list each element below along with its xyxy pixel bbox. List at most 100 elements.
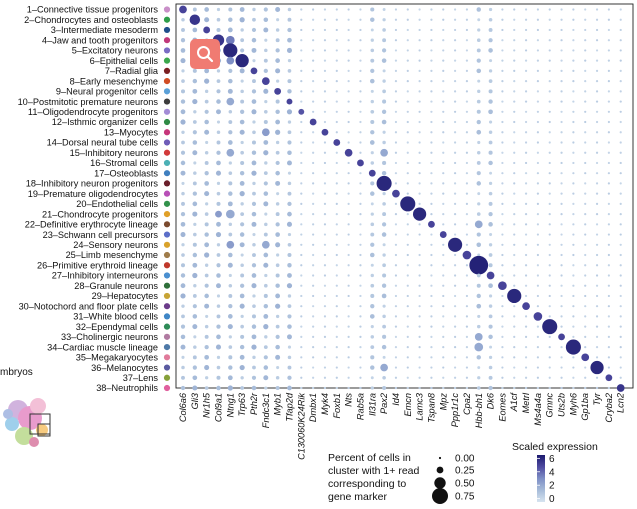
expression-dot [287, 7, 292, 12]
expression-dot [488, 130, 493, 134]
expression-dot [216, 7, 221, 12]
search-button[interactable] [190, 39, 220, 69]
expression-dot [524, 172, 528, 175]
expression-dot [418, 335, 421, 338]
expression-dot [300, 151, 303, 154]
expression-dot [536, 325, 540, 328]
expression-dot [442, 356, 445, 359]
expression-dot [453, 120, 457, 124]
expression-dot [406, 274, 409, 277]
expression-dot [488, 263, 493, 268]
expression-dot [369, 314, 375, 319]
embryo-thumbnail-image[interactable] [0, 378, 60, 462]
expression-dot [619, 131, 622, 134]
gene-label: Trp63 [237, 392, 247, 416]
expression-dot [616, 384, 625, 392]
expression-dot [347, 325, 350, 328]
expression-dot [239, 242, 245, 248]
expression-dot [584, 141, 587, 144]
expression-dot [488, 17, 493, 22]
expression-dot [513, 202, 516, 205]
expression-dot [430, 386, 433, 390]
expression-dot [263, 232, 268, 237]
expression-dot [275, 222, 280, 227]
expression-dot [275, 68, 281, 74]
expression-dot [607, 161, 610, 165]
gene-label: Myk4 [320, 393, 330, 415]
expression-dot [180, 263, 186, 268]
expression-dot [406, 59, 409, 62]
expression-dot [180, 119, 186, 125]
expression-dot [619, 18, 622, 21]
expression-dot [381, 232, 387, 237]
expression-dot [465, 233, 469, 236]
expression-dot [300, 161, 303, 165]
expression-dot [465, 39, 469, 42]
expression-dot [335, 131, 338, 134]
expression-dot [204, 386, 209, 390]
expression-dot [453, 182, 457, 185]
expression-dot [215, 170, 222, 176]
expression-dot [359, 172, 362, 175]
expression-dot [442, 161, 445, 165]
expression-dot [572, 120, 575, 124]
expression-dot [501, 28, 504, 32]
expression-dot [465, 100, 469, 103]
expression-dot [215, 231, 222, 238]
cluster-label: 13–Myocytes [104, 127, 159, 137]
cluster-color-dot [163, 343, 171, 351]
expression-dot [442, 264, 445, 267]
expression-dot [560, 345, 563, 349]
expression-dot [548, 182, 551, 185]
expression-dot [216, 99, 221, 104]
expression-dot [370, 222, 375, 227]
expression-dot [501, 366, 504, 369]
expression-dot [430, 356, 433, 359]
expression-dot [406, 39, 409, 42]
expression-dot [465, 90, 469, 93]
expression-dot [560, 120, 563, 124]
expression-dot [430, 202, 433, 205]
expression-dot [501, 182, 504, 185]
expression-dot [477, 366, 481, 370]
expression-dot [524, 376, 528, 379]
expression-dot [204, 78, 210, 84]
cluster-color-dot [163, 6, 171, 13]
expression-dot [286, 109, 293, 115]
expression-dot [513, 151, 516, 154]
expression-dot [524, 59, 528, 62]
expression-dot [536, 274, 540, 277]
expression-dot [488, 355, 493, 359]
expression-dot [370, 365, 375, 370]
expression-dot [312, 335, 315, 338]
expression-dot [465, 376, 469, 379]
expression-dot [380, 363, 388, 372]
expression-dot [240, 376, 244, 380]
gene-label: Il31ra [367, 393, 377, 416]
expression-dot [204, 89, 209, 94]
expression-dot [524, 386, 528, 390]
expression-dot [465, 161, 469, 165]
expression-dot [252, 233, 256, 237]
expression-dot [595, 161, 599, 165]
expression-dot [560, 315, 563, 318]
expression-dot [357, 159, 364, 167]
expression-dot [263, 109, 268, 114]
expression-dot [607, 69, 610, 72]
expression-dot [465, 294, 469, 298]
expression-dot [347, 294, 350, 298]
expression-dot [287, 79, 292, 84]
expression-dot [513, 172, 516, 175]
expression-dot [488, 7, 493, 12]
cluster-color-dot [163, 159, 171, 167]
cluster-label: 18–Inhibitory neuron progenitors [26, 179, 159, 189]
cluster-label: 27–Inhibitory interneurons [52, 271, 159, 281]
expression-dot [513, 28, 516, 32]
expression-dot [619, 69, 622, 72]
expression-dot [501, 59, 504, 62]
expression-dot [584, 253, 587, 257]
expression-dot [418, 386, 421, 390]
expression-dot [572, 110, 575, 113]
expression-dot [347, 59, 350, 62]
expression-dot [312, 59, 315, 62]
